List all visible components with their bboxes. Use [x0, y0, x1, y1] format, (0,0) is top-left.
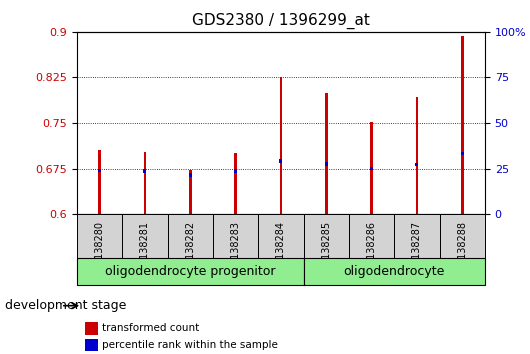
Bar: [98, 169, 101, 172]
Text: transformed count: transformed count: [102, 324, 199, 333]
Text: GSM138287: GSM138287: [412, 221, 422, 280]
Bar: [122, 214, 167, 258]
Text: GSM138286: GSM138286: [367, 221, 377, 280]
Bar: [77, 258, 304, 285]
Bar: [461, 152, 464, 155]
Bar: [85, 322, 98, 335]
Bar: [304, 258, 485, 285]
Bar: [416, 162, 418, 166]
Text: GSM138282: GSM138282: [185, 221, 195, 280]
Text: GSM138283: GSM138283: [231, 221, 241, 280]
Bar: [98, 150, 101, 214]
Bar: [416, 97, 418, 214]
Bar: [144, 169, 146, 173]
Text: GSM138280: GSM138280: [94, 221, 104, 280]
Bar: [461, 36, 464, 214]
Bar: [189, 170, 191, 214]
Text: GSM138281: GSM138281: [140, 221, 150, 280]
Bar: [189, 173, 192, 177]
Bar: [370, 167, 373, 170]
Bar: [325, 93, 328, 214]
Text: oligodendrocyte progenitor: oligodendrocyte progenitor: [105, 265, 276, 278]
Bar: [167, 214, 213, 258]
Bar: [325, 162, 328, 166]
Bar: [370, 122, 373, 214]
Bar: [234, 169, 237, 173]
Text: oligodendrocyte: oligodendrocyte: [343, 265, 445, 278]
Bar: [213, 214, 258, 258]
Text: GSM138284: GSM138284: [276, 221, 286, 280]
Text: GSM138285: GSM138285: [321, 221, 331, 280]
Bar: [85, 339, 98, 351]
Bar: [279, 159, 282, 162]
Bar: [144, 152, 146, 214]
Bar: [349, 214, 394, 258]
Bar: [394, 214, 439, 258]
Bar: [439, 214, 485, 258]
Title: GDS2380 / 1396299_at: GDS2380 / 1396299_at: [192, 13, 370, 29]
Bar: [304, 214, 349, 258]
Bar: [77, 214, 122, 258]
Text: GSM138288: GSM138288: [457, 221, 467, 280]
Text: development stage: development stage: [5, 299, 127, 312]
Text: percentile rank within the sample: percentile rank within the sample: [102, 340, 278, 350]
Bar: [234, 153, 237, 214]
Bar: [258, 214, 304, 258]
Bar: [279, 77, 282, 214]
